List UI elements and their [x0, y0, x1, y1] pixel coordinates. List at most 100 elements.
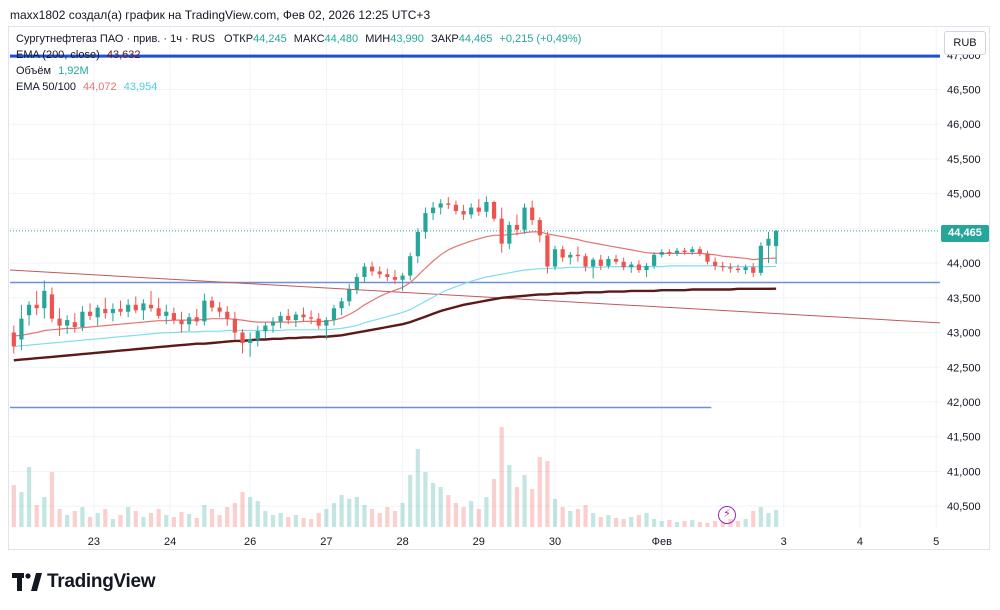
- volume-bar: [301, 518, 306, 527]
- candle-body: [682, 250, 687, 252]
- volume-bar: [423, 472, 428, 527]
- volume-bar: [369, 509, 375, 527]
- volume-bar: [461, 507, 466, 527]
- volume-bar: [507, 465, 512, 527]
- candle-body: [507, 224, 512, 244]
- volume-bar: [354, 497, 359, 527]
- volume-bar: [217, 515, 222, 527]
- candle-body: [362, 266, 367, 277]
- legend-ema50-100-row[interactable]: EMA 50/100 44,072 43,954: [16, 81, 157, 93]
- x-tick-label: Фев: [652, 536, 672, 548]
- volume-bar: [232, 503, 237, 527]
- candle-body: [629, 264, 634, 268]
- candle-body: [369, 266, 375, 272]
- candle-body: [705, 253, 710, 262]
- volume-bar: [598, 517, 603, 527]
- candle-body: [728, 267, 733, 269]
- candle-body: [255, 331, 260, 340]
- candle-body: [103, 308, 108, 314]
- volume-bar: [621, 519, 626, 527]
- candle-body: [453, 204, 459, 212]
- y-tick-label: 46,000: [947, 119, 981, 131]
- candle-body: [591, 259, 596, 267]
- candle-body: [118, 308, 123, 312]
- volume-bar: [469, 501, 474, 527]
- candle-body: [697, 249, 702, 254]
- y-tick-label: 43,500: [947, 293, 981, 305]
- flash-icon[interactable]: ⚡︎: [718, 506, 736, 524]
- tradingview-logo-icon: [12, 573, 42, 591]
- candle-body: [209, 300, 215, 308]
- volume-bar: [629, 517, 634, 527]
- volume-bar: [255, 501, 260, 527]
- volume-bar: [476, 509, 481, 527]
- candle-body: [751, 267, 756, 273]
- candle-body: [110, 308, 116, 314]
- brand-name: TradingView: [47, 571, 156, 592]
- candle-body: [171, 313, 176, 321]
- volume-bar: [530, 489, 535, 527]
- candle-body: [430, 207, 436, 214]
- volume-bar: [103, 509, 108, 527]
- volume-bar: [339, 495, 344, 527]
- candle-body: [11, 332, 16, 347]
- high-value: 44,480: [324, 33, 359, 45]
- y-tick-label: 40,500: [947, 501, 981, 513]
- legend-volume-row[interactable]: Объём 1,92M: [16, 65, 89, 77]
- volume-bar: [385, 507, 390, 527]
- volume-bar: [11, 485, 16, 527]
- volume-bar: [347, 499, 352, 527]
- candle-body: [293, 314, 298, 321]
- ema100-line: [13, 265, 777, 347]
- candle-body: [324, 320, 329, 326]
- volume-bar: [484, 497, 489, 527]
- candle-body: [568, 254, 573, 258]
- candle-body: [667, 252, 672, 254]
- volume-bar: [34, 505, 39, 527]
- volume-bar: [659, 521, 664, 527]
- volume-bar: [194, 518, 199, 527]
- volume-bar: [690, 520, 695, 527]
- y-tick-label: 42,000: [947, 397, 981, 409]
- volume-bar: [720, 522, 725, 527]
- volume-bar: [286, 517, 291, 527]
- volume-bar: [179, 512, 184, 527]
- candle-body: [19, 318, 24, 340]
- ema100-value: 43,954: [123, 81, 158, 93]
- candle-body: [530, 207, 535, 221]
- volume-bar: [667, 520, 672, 527]
- candle-body: [339, 301, 344, 309]
- volume-bar: [331, 503, 337, 527]
- x-tick-label: 5: [933, 536, 939, 548]
- candle-body: [26, 304, 32, 316]
- candle-body: [537, 220, 542, 236]
- volume-bar: [72, 511, 77, 527]
- candle-body: [126, 304, 131, 312]
- volume-bar: [522, 475, 527, 527]
- volume-bar: [42, 497, 47, 527]
- symbol-name[interactable]: Сургутнефтегаз ПАО · прив. · 1ч · RUS: [16, 33, 215, 45]
- volume-bar: [156, 509, 161, 527]
- volume-bar: [438, 487, 443, 527]
- volume-bar: [552, 499, 558, 527]
- y-tick-label: 44,000: [947, 258, 981, 270]
- legend-ema200-row[interactable]: EMA (200, close) 43,632: [16, 49, 140, 61]
- volume-bar: [80, 507, 85, 527]
- x-tick-label: 29: [473, 536, 485, 548]
- close-value: 44,465: [458, 33, 493, 45]
- candle-body: [499, 218, 504, 244]
- chart-area[interactable]: [8, 26, 990, 550]
- candle-body: [377, 271, 382, 275]
- candle-body: [743, 267, 748, 271]
- volume-bar: [248, 497, 253, 527]
- candle-body: [42, 290, 47, 309]
- candle-body: [583, 256, 588, 267]
- candle-body: [713, 261, 718, 266]
- x-tick-label: 3: [781, 536, 787, 548]
- close-label: ЗАКР: [430, 33, 459, 45]
- candle-body: [659, 252, 664, 255]
- volume-bar: [636, 515, 641, 527]
- open-label: ОТКР: [224, 33, 254, 45]
- currency-button[interactable]: RUB: [944, 31, 986, 55]
